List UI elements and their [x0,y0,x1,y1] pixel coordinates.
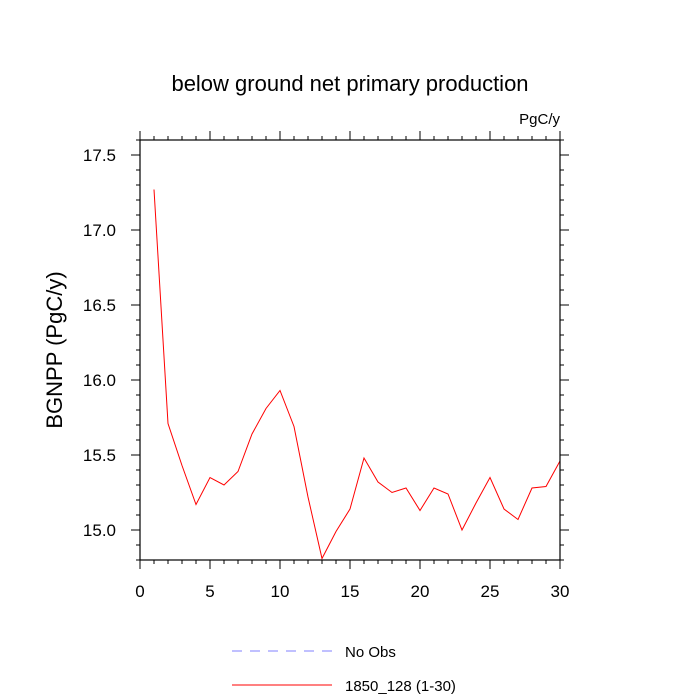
y-tick-label: 16.5 [83,296,116,315]
x-tick-label: 25 [481,582,500,601]
plot-frame [139,139,561,561]
y-tick-label: 16.0 [83,371,116,390]
x-tick-label: 20 [411,582,430,601]
legend-label: No Obs [345,644,396,661]
x-tick-label: 30 [551,582,570,601]
series-line [153,189,561,560]
x-tick-label: 5 [205,582,214,601]
x-tick-label: 15 [341,582,360,601]
legend-label: 1850_128 (1-30) [345,678,456,695]
y-axis-label: BGNPP (PgC/y) [42,271,67,428]
y-tick-label: 15.0 [83,521,116,540]
series-layer [153,189,561,560]
chart-title: below ground net primary production [171,71,528,96]
axis-tick-labels: 0 5 10 15 20 25 30 15.0 15.5 16.0 16.5 17.0 17.5 [83,146,570,601]
x-tick-label: 10 [271,582,290,601]
legend: No Obs 1850_128 (1-30) [232,644,456,695]
axis-ticks [131,131,569,569]
y-tick-label: 17.5 [83,146,116,165]
y-tick-label: 15.5 [83,446,116,465]
x-tick-label: 0 [135,582,144,601]
y-tick-label: 17.0 [83,221,116,240]
units-label: PgC/y [519,111,560,128]
